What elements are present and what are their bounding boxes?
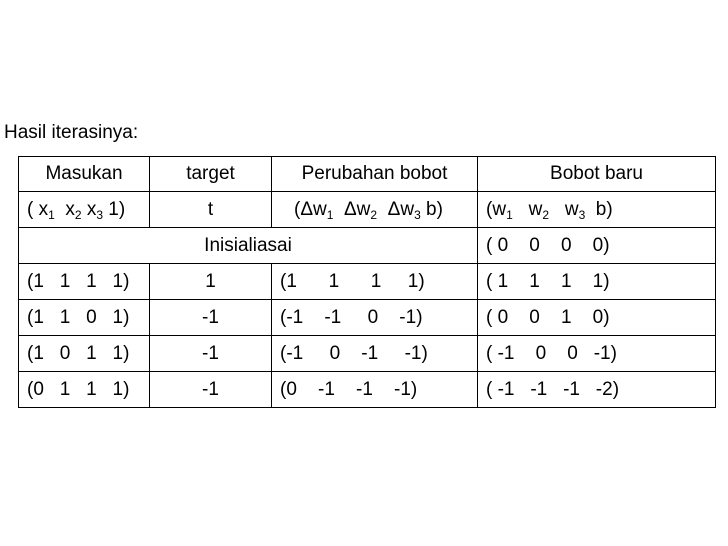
subheader-target: t	[149, 191, 272, 228]
cell-perubahan-bobot: (-1 -1 0 -1)	[271, 299, 478, 336]
table-row: (1 1 0 1) -1 (-1 -1 0 -1) ( 0 0 1 0)	[18, 299, 716, 336]
header-bobot-baru: Bobot baru	[477, 156, 716, 192]
cell-perubahan-bobot: (1 1 1 1)	[271, 263, 478, 300]
cell-target: -1	[149, 371, 272, 408]
cell-perubahan-bobot: (-1 0 -1 -1)	[271, 335, 478, 372]
cell-perubahan-bobot: (0 -1 -1 -1)	[271, 371, 478, 408]
cell-target: -1	[149, 299, 272, 336]
cell-target: -1	[149, 335, 272, 372]
table-row: (1 1 1 1) 1 (1 1 1 1) ( 1 1 1 1)	[18, 263, 716, 300]
cell-masukan: (1 1 1 1)	[18, 263, 150, 300]
subheader-row: ( x1 x2 x3 1) t (Δw1 Δw2 Δw3 b) (w1 w2 w…	[18, 191, 716, 228]
cell-masukan: (1 0 1 1)	[18, 335, 150, 372]
cell-bobot-baru: ( -1 0 0 -1)	[477, 335, 716, 372]
cell-bobot-baru: ( -1 -1 -1 -2)	[477, 371, 716, 408]
header-perubahan-bobot: Perubahan bobot	[271, 156, 478, 192]
table-row: (0 1 1 1) -1 (0 -1 -1 -1) ( -1 -1 -1 -2)	[18, 371, 716, 408]
table-row: (1 0 1 1) -1 (-1 0 -1 -1) ( -1 0 0 -1)	[18, 335, 716, 372]
cell-target: 1	[149, 263, 272, 300]
init-bobot-baru: ( 0 0 0 0)	[477, 227, 716, 264]
init-row: Inisialiasai ( 0 0 0 0)	[18, 227, 716, 264]
subheader-bobot-baru: (w1 w2 w3 b)	[477, 191, 716, 228]
cell-bobot-baru: ( 1 1 1 1)	[477, 263, 716, 300]
iteration-table: Masukan target Perubahan bobot Bobot bar…	[18, 156, 716, 408]
header-row: Masukan target Perubahan bobot Bobot bar…	[18, 156, 716, 192]
cell-masukan: (0 1 1 1)	[18, 371, 150, 408]
caption: Hasil iterasinya:	[4, 122, 139, 143]
cell-masukan: (1 1 0 1)	[18, 299, 150, 336]
cell-bobot-baru: ( 0 0 1 0)	[477, 299, 716, 336]
header-masukan: Masukan	[18, 156, 150, 192]
subheader-perubahan-bobot: (Δw1 Δw2 Δw3 b)	[271, 191, 478, 228]
subheader-masukan: ( x1 x2 x3 1)	[18, 191, 150, 228]
init-label: Inisialiasai	[18, 227, 478, 264]
header-target: target	[149, 156, 272, 192]
